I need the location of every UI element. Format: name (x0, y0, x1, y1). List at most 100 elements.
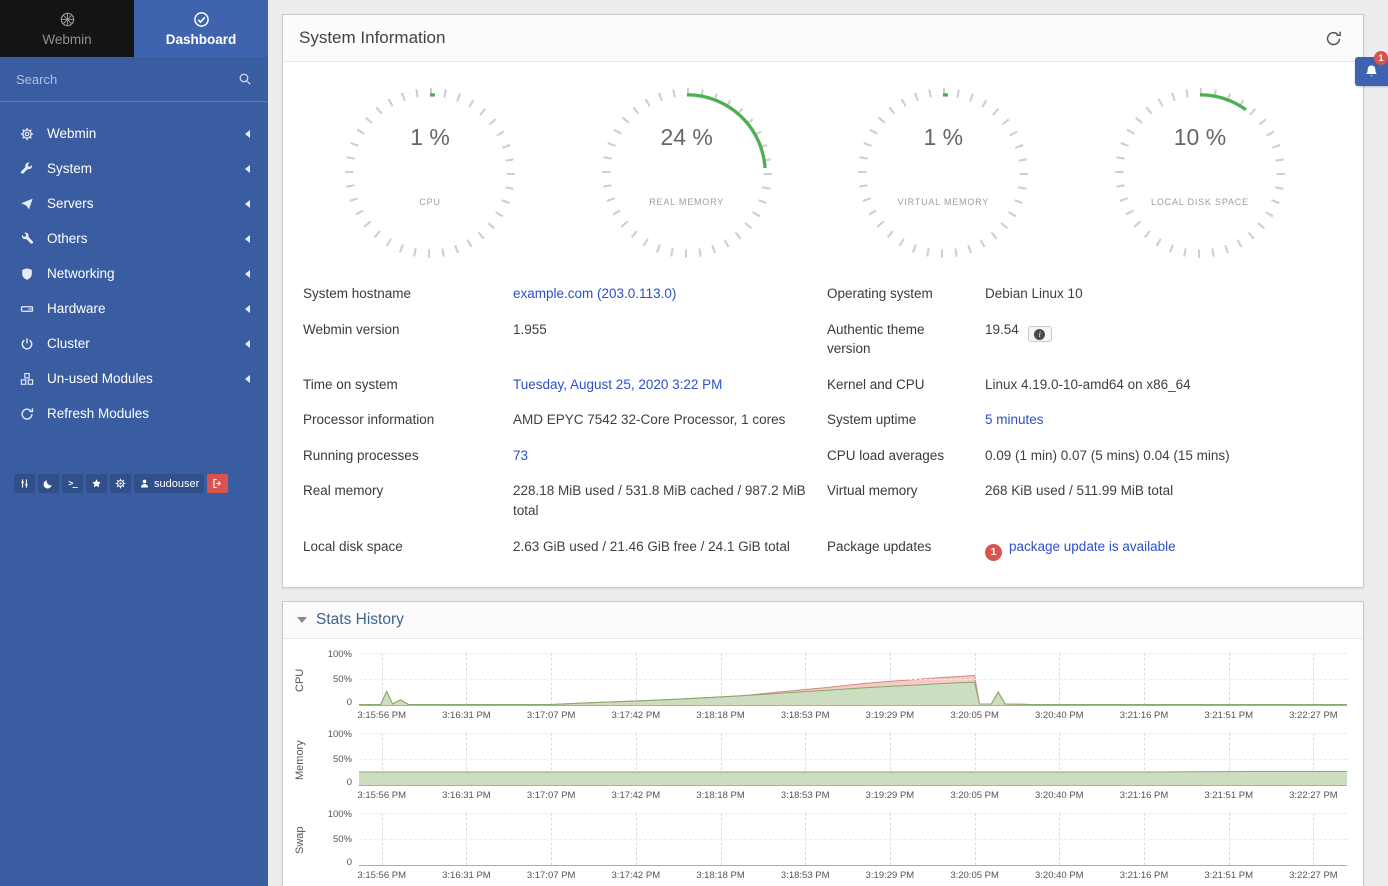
y-axis-label: 50% (333, 834, 352, 845)
x-axis-label: 3:16:31 PM (442, 710, 491, 721)
info-value: example.com (203.0.113.0) (513, 276, 827, 312)
gears-icon (115, 478, 126, 489)
sidebar-item-cluster[interactable]: Cluster (0, 326, 268, 361)
stats-history-toggle[interactable]: Stats History (283, 602, 1363, 639)
gauge-arc (863, 93, 1023, 253)
x-axis-label: 3:19:29 PM (866, 870, 915, 881)
x-axis-label: 3:20:05 PM (950, 790, 999, 801)
gauges-row: 1 % CPU 24 % REAL MEMORY 1 % VIRTUAL MEM… (283, 62, 1363, 270)
terminal-icon: >_ (68, 479, 76, 489)
search-icon[interactable] (238, 72, 252, 86)
x-axis: 3:15:56 PM3:16:31 PM3:17:07 PM3:17:42 PM… (359, 866, 1347, 884)
tab-dashboard[interactable]: Dashboard (134, 0, 268, 57)
card-header: System Information (283, 15, 1363, 62)
info-label: System uptime (827, 402, 985, 438)
info-value: 5 minutes (985, 402, 1343, 438)
sidebar-item-label: Servers (47, 196, 94, 211)
chart-areas (359, 653, 1347, 705)
time-on-system-link[interactable]: Tuesday, August 25, 2020 3:22 PM (513, 377, 722, 392)
gauge-value: 1 % (345, 124, 515, 151)
favorites-button[interactable] (86, 474, 107, 493)
info-label: Kernel and CPU (827, 367, 985, 403)
terminal-button[interactable]: >_ (62, 474, 83, 493)
power-icon (18, 337, 35, 351)
x-axis: 3:15:56 PM3:16:31 PM3:17:07 PM3:17:42 PM… (359, 706, 1347, 724)
toggle-controls-button[interactable] (14, 474, 35, 493)
chevron-left-icon (245, 130, 250, 138)
gauge-value: 1 % (858, 124, 1028, 151)
sidebar-item-label: Webmin (47, 126, 96, 141)
chart-memory: Memory 100% 50% 0 3:15:56 PM3:16:31 PM3:… (287, 733, 1347, 804)
uptime-link[interactable]: 5 minutes (985, 412, 1044, 427)
x-axis-label: 3:18:18 PM (696, 870, 745, 881)
info-label: Time on system (303, 367, 513, 403)
gauge-virtual-memory: 1 % VIRTUAL MEMORY (858, 88, 1028, 258)
sliders-icon (19, 478, 30, 489)
sidebar-item-label: Networking (47, 266, 115, 281)
info-label: Authentic theme version (827, 312, 985, 367)
caret-down-icon (297, 617, 307, 623)
gauge-real-memory: 24 % REAL MEMORY (602, 88, 772, 258)
user-button[interactable]: sudouser (134, 474, 204, 493)
sidebar-menu: Webmin System Servers Others Networking … (0, 102, 268, 431)
theme-settings-button[interactable] (110, 474, 131, 493)
running-processes-link[interactable]: 73 (513, 448, 528, 463)
sidebar-item-networking[interactable]: Networking (0, 256, 268, 291)
sidebar-item-refresh-modules[interactable]: Refresh Modules (0, 396, 268, 431)
page-title: System Information (299, 28, 445, 48)
x-axis-label: 3:21:51 PM (1204, 790, 1253, 801)
info-value: 268 KiB used / 511.99 MiB total (985, 473, 1343, 528)
sidebar-item-unused-modules[interactable]: Un-used Modules (0, 361, 268, 396)
x-axis-label: 3:15:56 PM (357, 870, 406, 881)
sidebar-item-label: Refresh Modules (47, 406, 149, 421)
info-label: Processor information (303, 402, 513, 438)
wrench-icon (18, 162, 35, 176)
refresh-icon (18, 407, 35, 421)
refresh-button[interactable] (1319, 25, 1347, 51)
hostname-link[interactable]: example.com (203.0.113.0) (513, 286, 676, 301)
package-updates-link[interactable]: package update is available (1009, 539, 1176, 554)
gauge-label: LOCAL DISK SPACE (1115, 197, 1285, 207)
sidebar-item-webmin[interactable]: Webmin (0, 116, 268, 151)
night-mode-button[interactable] (38, 474, 59, 493)
chevron-left-icon (245, 235, 250, 243)
info-label: Operating system (827, 276, 985, 312)
sidebar-item-label: Un-used Modules (47, 371, 153, 386)
chevron-left-icon (245, 165, 250, 173)
info-value: 19.54i (985, 312, 1343, 367)
x-axis-label: 3:18:18 PM (696, 790, 745, 801)
sidebar-item-servers[interactable]: Servers (0, 186, 268, 221)
bell-icon (1364, 64, 1379, 79)
tab-webmin[interactable]: Webmin (0, 0, 134, 57)
y-axis-label: 0 (347, 777, 352, 788)
y-axis-label: 0 (347, 697, 352, 708)
username-label: sudouser (154, 478, 199, 490)
theme-info-button[interactable]: i (1028, 326, 1052, 342)
gauge-label: VIRTUAL MEMORY (858, 197, 1028, 207)
logout-icon (212, 478, 223, 489)
chart-areas (359, 733, 1347, 785)
info-value: Tuesday, August 25, 2020 3:22 PM (513, 367, 827, 403)
x-axis-label: 3:18:53 PM (781, 710, 830, 721)
info-label: Running processes (303, 438, 513, 474)
info-value: 73 (513, 438, 827, 474)
sidebar-item-label: Hardware (47, 301, 106, 316)
info-value: 228.18 MiB used / 531.8 MiB cached / 987… (513, 473, 827, 528)
stats-history-title: Stats History (316, 611, 404, 629)
info-value: 0.09 (1 min) 0.07 (5 mins) 0.04 (15 mins… (985, 438, 1343, 474)
star-icon (91, 478, 102, 489)
notifications-bell-button[interactable]: 1 (1355, 57, 1388, 86)
tab-label: Webmin (42, 32, 91, 47)
x-axis-label: 3:18:53 PM (781, 790, 830, 801)
x-axis-label: 3:15:56 PM (357, 790, 406, 801)
sidebar-item-system[interactable]: System (0, 151, 268, 186)
search-input[interactable] (16, 72, 238, 87)
info-value: AMD EPYC 7542 32-Core Processor, 1 cores (513, 402, 827, 438)
chart-axis-title: CPU (287, 653, 313, 724)
sidebar-item-hardware[interactable]: Hardware (0, 291, 268, 326)
sidebar-item-others[interactable]: Others (0, 221, 268, 256)
info-value: 2.63 GiB used / 21.46 GiB free / 24.1 Gi… (513, 529, 827, 569)
check-circle-icon (193, 11, 210, 28)
gear-icon (18, 127, 35, 141)
logout-button[interactable] (207, 474, 228, 493)
